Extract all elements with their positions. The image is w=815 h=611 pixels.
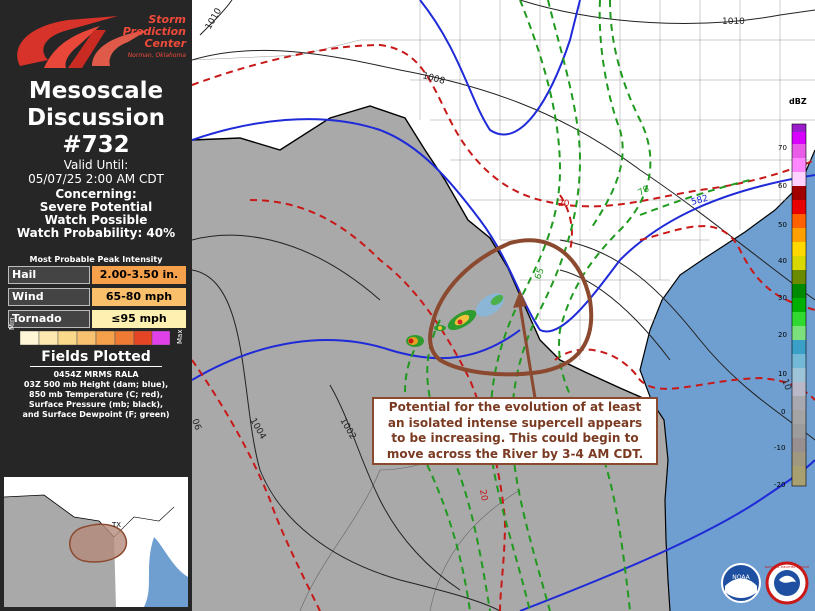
cbar-tick-60: 60 bbox=[778, 182, 787, 190]
spc-location: Norman, Oklahoma bbox=[127, 52, 186, 59]
coastline bbox=[639, 149, 815, 611]
inset-map-svg: TX bbox=[4, 477, 188, 607]
nws-logo: NATIONAL WEATHER SERVICE bbox=[765, 561, 810, 605]
cbar-tick-10: 10 bbox=[778, 370, 787, 378]
dbz-unit-label: dBZ bbox=[789, 97, 807, 106]
intensity-scale-bar bbox=[20, 331, 170, 345]
label-582: 582 bbox=[690, 194, 709, 208]
fields-heading: Fields Plotted bbox=[41, 349, 151, 365]
wind-label: Wind bbox=[8, 288, 90, 306]
hail-label: Hail bbox=[8, 266, 90, 284]
temperature-contours bbox=[192, 43, 815, 611]
sidebar: Storm Prediction Center Norman, Oklahoma… bbox=[0, 0, 192, 611]
cbar-tick-20: 20 bbox=[778, 331, 787, 339]
label-20-b: 20 bbox=[477, 489, 489, 502]
md-outline bbox=[428, 238, 594, 377]
noaa-logo: NOAA bbox=[721, 563, 761, 603]
page-title: Mesoscale Discussion #732 bbox=[26, 78, 166, 158]
dbz-colorbar bbox=[791, 123, 807, 487]
cbar-tick-50: 50 bbox=[778, 221, 787, 229]
tornado-row: Tornado ≤95 mph bbox=[8, 310, 186, 328]
wind-row: Wind 65-80 mph bbox=[8, 288, 186, 306]
cbar-tick-30: 30 bbox=[778, 294, 787, 302]
label-10-edge: 10 bbox=[779, 378, 792, 392]
intensity-heading: Most Probable Peak Intensity bbox=[29, 255, 163, 264]
hail-value: 2.00-3.50 in. bbox=[92, 266, 186, 284]
label-65: 65 bbox=[533, 267, 546, 281]
cbar-tick-70: 70 bbox=[778, 144, 787, 152]
cbar-tick-neg10: -10 bbox=[774, 444, 786, 452]
weather-map: 1010 1010 1008 1004 1002 06 582 65 70 20… bbox=[192, 0, 815, 611]
hail-row: Hail 2.00-3.50 in. bbox=[8, 266, 186, 284]
inset-locator-map: TX bbox=[4, 477, 188, 607]
tornado-label: Tornado bbox=[8, 310, 90, 328]
cbar-tick-0: 0 bbox=[781, 408, 786, 416]
wind-value: 65-80 mph bbox=[92, 288, 186, 306]
inset-tx-label: TX bbox=[111, 521, 121, 529]
annotation-arrow-head bbox=[513, 290, 527, 308]
nws-text: NATIONAL WEATHER SERVICE bbox=[765, 565, 810, 569]
annotation-arrow-line bbox=[518, 304, 537, 399]
spc-logo-text: Storm Prediction Center bbox=[122, 13, 186, 50]
valid-until: Valid Until: 05/07/25 2:00 AM CDT bbox=[28, 158, 164, 186]
cbar-tick-neg20: -20 bbox=[774, 481, 786, 489]
radar-echoes bbox=[406, 293, 505, 347]
label-20-a: 20 bbox=[558, 199, 570, 209]
concerning-block: Concerning: Severe Potential Watch Possi… bbox=[16, 187, 176, 240]
annotation-box: Potential for the evolution of at least … bbox=[372, 397, 658, 465]
fields-list: 0454Z MRMS RALA 03Z 500 mb Height (dam; … bbox=[22, 370, 170, 419]
tornado-value: ≤95 mph bbox=[92, 310, 186, 328]
spc-logo bbox=[17, 16, 148, 68]
label-1010-b: 1010 bbox=[722, 17, 745, 27]
label-06: 06 bbox=[192, 418, 203, 432]
scale-min-label: Min bbox=[8, 317, 16, 330]
gulf-water bbox=[640, 150, 815, 611]
noaa-text: NOAA bbox=[732, 574, 750, 581]
cbar-tick-40: 40 bbox=[778, 257, 787, 265]
scale-max-label: Max bbox=[176, 329, 184, 344]
fields-divider bbox=[30, 366, 162, 367]
